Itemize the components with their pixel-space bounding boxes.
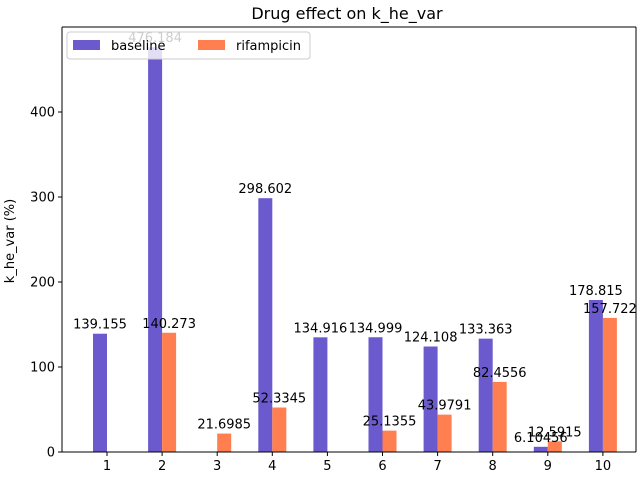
bar-baseline-5: [313, 337, 328, 452]
chart-title: Drug effect on k_he_var: [251, 4, 443, 24]
y-tick-label: 0: [47, 446, 55, 461]
data-label-rifampicin-6: 25.1355: [363, 415, 417, 430]
data-label-baseline-10: 178.815: [569, 284, 623, 299]
legend-box: [66, 31, 311, 60]
data-label-rifampicin-8: 82.4556: [473, 366, 527, 381]
bar-baseline-10: [588, 300, 603, 452]
bar-rifampicin-10: [602, 317, 617, 452]
y-tick-label: 200: [30, 276, 55, 291]
data-label-rifampicin-9: 12.5915: [528, 425, 582, 440]
bar-baseline-9: [533, 446, 548, 452]
data-label-baseline-5: 134.916: [294, 321, 348, 336]
bar-baseline-1: [93, 333, 107, 452]
x-tick-label: 3: [213, 459, 221, 474]
x-tick-label: 8: [489, 459, 497, 474]
y-tick-label: 400: [30, 106, 55, 121]
data-label-baseline-9: 6.10456: [514, 431, 568, 446]
bar-rifampicin-8: [492, 381, 507, 452]
x-tick-label: 9: [544, 459, 552, 474]
x-tick-label: 1: [103, 459, 111, 474]
data-label-baseline-8: 133.363: [459, 323, 513, 338]
x-tick-label: 10: [595, 459, 612, 474]
y-tick-label: 300: [30, 191, 55, 206]
bar-baseline-8: [478, 338, 493, 452]
bar-baseline-2: [148, 47, 163, 453]
bar-rifampicin-2: [162, 332, 177, 452]
data-label-baseline-4: 298.602: [238, 182, 292, 197]
legend: baseline rifampicin: [66, 31, 311, 60]
y-axis-title: k_he_var (%): [3, 199, 18, 283]
x-tick-label: 5: [323, 459, 331, 474]
plot-area: 139.155476.184298.602134.916134.999124.1…: [30, 26, 637, 474]
bar-rifampicin-9: [547, 441, 562, 452]
bar-baseline-4: [258, 198, 273, 452]
legend-swatch-baseline: [73, 40, 100, 50]
x-tick-label: 6: [378, 459, 386, 474]
data-label-rifampicin-10: 157.722: [583, 302, 637, 317]
bar-baseline-6: [368, 337, 383, 452]
data-label-baseline-1: 139.155: [73, 318, 127, 333]
data-label-rifampicin-2: 140.273: [142, 317, 196, 332]
bar-baseline-7: [423, 346, 438, 452]
data-label-baseline-6: 134.999: [349, 321, 403, 336]
legend-label-baseline: baseline: [111, 39, 165, 54]
y-tick-label: 100: [30, 361, 55, 376]
legend-swatch-rifampicin: [198, 40, 225, 50]
x-tick-label: 4: [268, 459, 276, 474]
bar-rifampicin-6: [382, 430, 397, 452]
bar-rifampicin-7: [437, 414, 452, 452]
data-label-rifampicin-3: 21.6985: [197, 418, 251, 433]
data-label-rifampicin-7: 43.9791: [418, 399, 472, 414]
x-tick-label: 7: [433, 459, 441, 474]
x-tick-label: 2: [158, 459, 166, 474]
legend-label-rifampicin: rifampicin: [236, 39, 301, 54]
bar-rifampicin-4: [272, 407, 287, 452]
bar-rifampicin-3: [217, 433, 232, 452]
data-label-rifampicin-4: 52.3345: [252, 392, 306, 407]
data-label-baseline-7: 124.108: [404, 331, 458, 346]
